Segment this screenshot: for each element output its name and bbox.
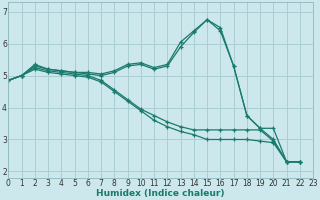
- X-axis label: Humidex (Indice chaleur): Humidex (Indice chaleur): [96, 189, 225, 198]
